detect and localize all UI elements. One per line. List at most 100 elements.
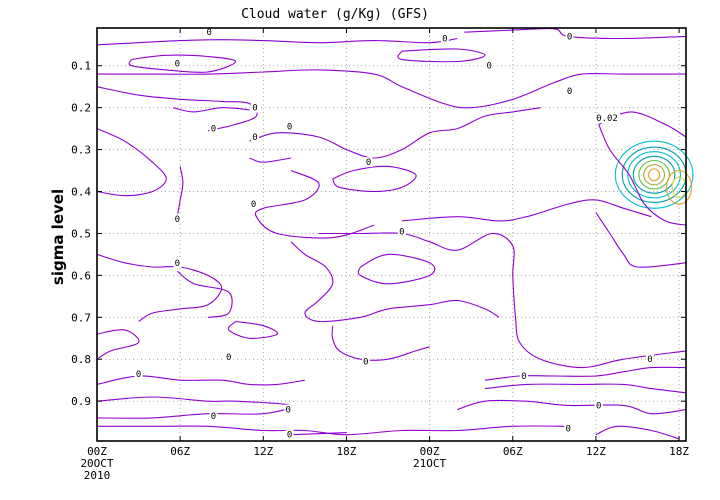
- positive-contour-line: [648, 168, 661, 182]
- contour-value-label: 0: [211, 412, 216, 422]
- contour-value-label: 0: [565, 424, 570, 434]
- y-tick-label: 0.4: [71, 186, 91, 199]
- contour-value-label: 0: [287, 123, 292, 133]
- contour-label-background: [173, 257, 182, 268]
- contour-label-background: [250, 102, 259, 113]
- zero-contour-line: [177, 270, 233, 318]
- zero-contour-line: [484, 383, 687, 394]
- contour-lines: [96, 27, 694, 440]
- zero-contour-line: [96, 396, 293, 419]
- contour-value-label: 0: [207, 28, 212, 38]
- zero-contour-line: [249, 157, 292, 163]
- gridlines: [97, 28, 686, 441]
- contour-label-background: [285, 121, 294, 132]
- contour-label-background: [209, 123, 218, 134]
- zero-contour-line: [227, 320, 279, 339]
- x-tick-label: 12Z: [586, 445, 606, 458]
- positive-contour-line: [666, 170, 693, 205]
- contour-label-background: [564, 423, 573, 434]
- zero-contour-line: [96, 128, 167, 197]
- y-tick-label: 0.6: [71, 269, 91, 282]
- positive-contour-line: [627, 151, 682, 199]
- x-tick-label: 06Z: [170, 445, 190, 458]
- positive-contour-line: [643, 164, 666, 186]
- zero-contour-line: [595, 425, 680, 440]
- x-tick-label: 06Z: [503, 445, 523, 458]
- contour-value-label: 0: [251, 200, 256, 210]
- contour-value-label: 0: [647, 355, 652, 365]
- contour-label-background: [594, 113, 621, 124]
- zero-contour-line: [464, 27, 687, 40]
- zero-contour-line: [484, 366, 687, 381]
- contour-value-label: 0: [363, 357, 368, 367]
- contour-value-label: 0.02: [596, 114, 618, 124]
- contour-value-label: 0: [136, 370, 141, 380]
- contour-label-background: [565, 31, 574, 42]
- contour-value-label: 0: [175, 60, 180, 70]
- zero-contour-line: [96, 86, 258, 132]
- contour-value-label: 0: [366, 158, 371, 168]
- contour-label-background: [224, 352, 233, 363]
- y-tick-label: 0.8: [71, 353, 91, 366]
- zero-contour-line: [96, 375, 305, 386]
- contour-label-background: [594, 400, 603, 411]
- contour-label-background: [485, 60, 494, 71]
- contour-value-label: 0: [226, 353, 231, 363]
- contour-label-background: [565, 85, 574, 96]
- y-tick-label: 0.7: [71, 311, 91, 324]
- contour-label-background: [249, 199, 258, 210]
- positive-contour-line: [638, 159, 670, 190]
- y-tick-label: 0.2: [71, 102, 91, 115]
- contour-value-label: 0: [521, 372, 526, 382]
- x-tick-date-label: 2010: [84, 469, 111, 482]
- zero-contour-line: [96, 37, 458, 46]
- contour-value-label: 0: [175, 259, 180, 269]
- contour-value-label: 0: [596, 401, 601, 411]
- x-tick-date-label: 21OCT: [413, 457, 446, 470]
- positive-contour-line: [614, 140, 694, 209]
- contour-value-label: 0: [287, 431, 292, 441]
- zero-contour-line: [332, 165, 417, 193]
- y-tick-label: 0.9: [71, 395, 91, 408]
- zero-contour-line: [96, 253, 223, 322]
- y-tick-label: 0.3: [71, 144, 91, 157]
- plot-frame: [96, 27, 687, 442]
- zero-contour-line: [173, 107, 250, 113]
- zero-contour-line: [254, 170, 375, 239]
- x-tick-label: 18Z: [669, 445, 689, 458]
- contour-label-background: [173, 213, 182, 224]
- y-tick-label: 0.1: [71, 60, 91, 73]
- x-tick-label: 18Z: [337, 445, 357, 458]
- zero-contour-line: [457, 399, 687, 415]
- x-tick-date-label: 20OCT: [80, 457, 113, 470]
- contour-value-label: 0: [252, 133, 257, 143]
- contour-label-background: [645, 354, 654, 365]
- contour-label-background: [134, 368, 143, 379]
- contour-value-label: 0: [286, 406, 291, 416]
- contour-label-background: [173, 58, 182, 69]
- contour-value-label: 0: [399, 227, 404, 237]
- zero-contour-line: [128, 54, 237, 73]
- contour-label-background: [284, 404, 293, 415]
- zero-contour-line: [290, 432, 347, 436]
- contour-label-background: [205, 27, 214, 38]
- zero-contour-line: [401, 199, 652, 222]
- positive-contour-line: [632, 155, 676, 194]
- contour-label-background: [440, 33, 449, 44]
- contour-value-label: 0: [567, 32, 572, 42]
- zero-contour-line: [290, 241, 500, 323]
- x-tick-label: 00Z: [87, 445, 107, 458]
- contour-label-background: [250, 132, 259, 143]
- zero-contour-line: [97, 425, 569, 436]
- contour-label-background: [209, 410, 218, 421]
- zero-contour-line: [331, 325, 430, 361]
- chart-title: Cloud water (g/Kg) (GFS): [241, 7, 429, 22]
- contour-value-label: 0: [211, 125, 216, 135]
- x-tick-label: 00Z: [420, 445, 440, 458]
- contour-labels: 0 0 0 0 0 0 0 0 0 0 0 0 0 0 0 0 0 0 0 0 0 0 0 0 0 0.02: [134, 27, 654, 441]
- contour-value-label: 0: [175, 215, 180, 225]
- zero-contour-line: [357, 253, 436, 285]
- zero-contour-line: [97, 69, 686, 109]
